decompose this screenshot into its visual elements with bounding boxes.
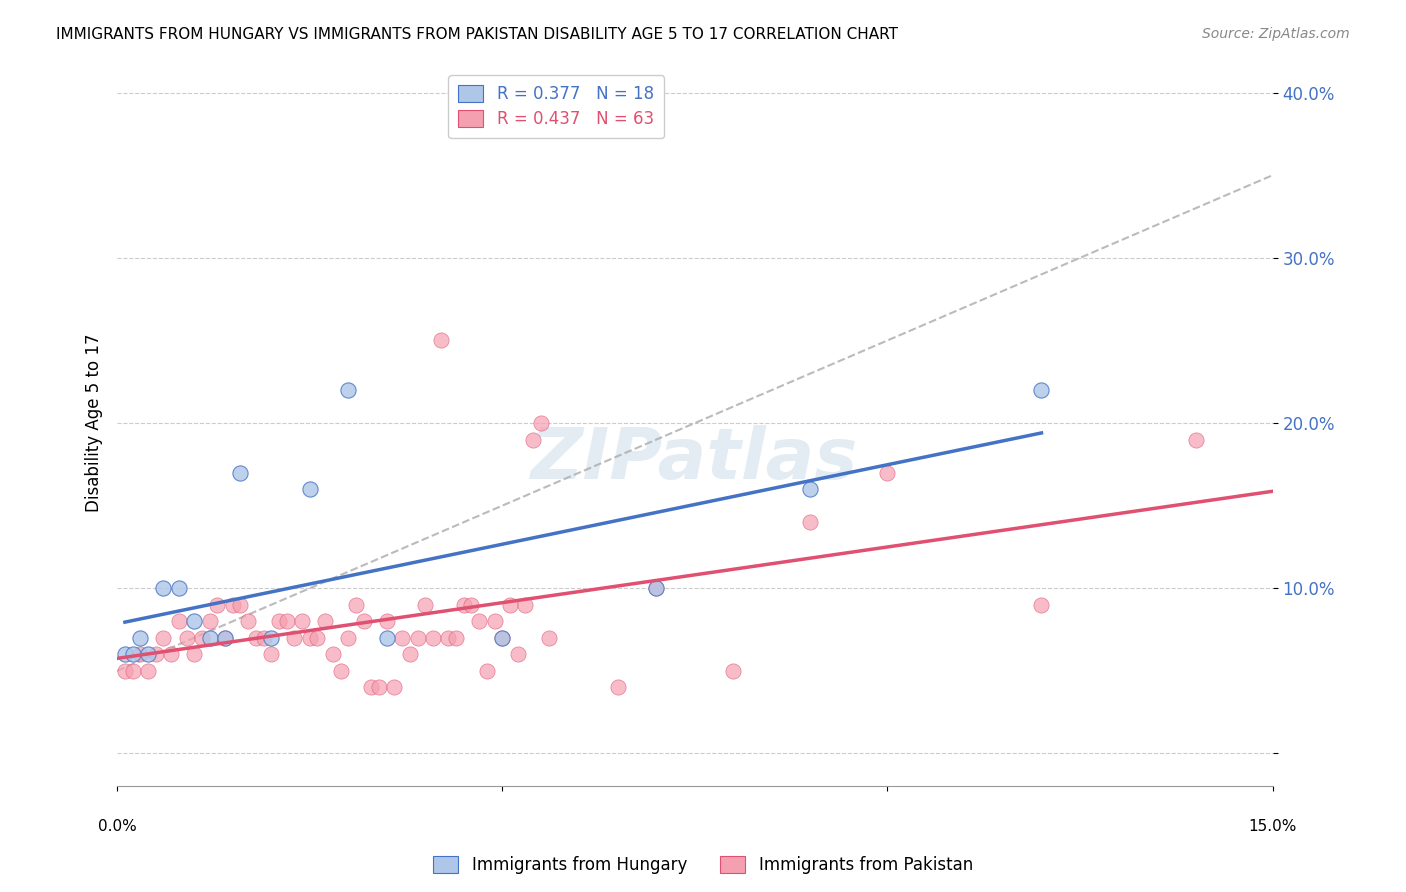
Point xyxy=(499,598,522,612)
Legend: Immigrants from Hungary, Immigrants from Pakistan: Immigrants from Hungary, Immigrants from… xyxy=(423,846,983,884)
Point xyxy=(176,631,198,645)
Point xyxy=(160,648,183,662)
Point xyxy=(252,631,274,645)
Point xyxy=(645,581,668,595)
Point xyxy=(260,631,283,645)
Point xyxy=(723,664,745,678)
Point xyxy=(276,615,298,629)
Point xyxy=(406,631,429,645)
Point xyxy=(329,664,352,678)
Point xyxy=(291,615,314,629)
Point xyxy=(314,615,336,629)
Point xyxy=(283,631,305,645)
Point xyxy=(129,648,152,662)
Point xyxy=(136,648,159,662)
Point xyxy=(229,598,252,612)
Point xyxy=(183,648,205,662)
Point xyxy=(375,631,398,645)
Point xyxy=(344,598,367,612)
Point xyxy=(515,598,537,612)
Point xyxy=(267,615,290,629)
Point xyxy=(468,615,491,629)
Point xyxy=(429,334,451,348)
Point xyxy=(437,631,460,645)
Point xyxy=(167,581,190,595)
Point xyxy=(136,664,159,678)
Point xyxy=(260,648,283,662)
Point xyxy=(368,681,391,695)
Point xyxy=(214,631,236,645)
Point xyxy=(298,631,321,645)
Point xyxy=(645,581,668,595)
Point xyxy=(413,598,436,612)
Point xyxy=(229,466,252,480)
Point xyxy=(422,631,444,645)
Legend: R = 0.377   N = 18, R = 0.437   N = 63: R = 0.377 N = 18, R = 0.437 N = 63 xyxy=(449,75,664,138)
Text: Source: ZipAtlas.com: Source: ZipAtlas.com xyxy=(1202,27,1350,41)
Point xyxy=(198,631,221,645)
Point xyxy=(222,598,245,612)
Point xyxy=(167,615,190,629)
Point xyxy=(152,581,174,595)
Point xyxy=(114,664,136,678)
Text: 15.0%: 15.0% xyxy=(1249,819,1296,834)
Point xyxy=(375,615,398,629)
Point xyxy=(152,631,174,645)
Point xyxy=(491,631,513,645)
Point xyxy=(353,615,375,629)
Point xyxy=(1031,598,1053,612)
Point xyxy=(298,482,321,496)
Point xyxy=(183,615,205,629)
Point xyxy=(236,615,259,629)
Point xyxy=(491,631,513,645)
Point xyxy=(484,615,506,629)
Point xyxy=(145,648,167,662)
Point xyxy=(198,615,221,629)
Point xyxy=(453,598,475,612)
Point xyxy=(391,631,413,645)
Point xyxy=(114,648,136,662)
Point xyxy=(307,631,329,645)
Point xyxy=(475,664,498,678)
Point xyxy=(530,416,553,430)
Point xyxy=(1184,433,1206,447)
Point xyxy=(522,433,544,447)
Point xyxy=(245,631,267,645)
Point xyxy=(606,681,628,695)
Text: ZIPatlas: ZIPatlas xyxy=(531,425,859,494)
Point xyxy=(360,681,382,695)
Point xyxy=(322,648,344,662)
Text: IMMIGRANTS FROM HUNGARY VS IMMIGRANTS FROM PAKISTAN DISABILITY AGE 5 TO 17 CORRE: IMMIGRANTS FROM HUNGARY VS IMMIGRANTS FR… xyxy=(56,27,898,42)
Point xyxy=(799,482,821,496)
Point xyxy=(1031,383,1053,397)
Point xyxy=(876,466,898,480)
Point xyxy=(214,631,236,645)
Point xyxy=(129,631,152,645)
Point xyxy=(537,631,560,645)
Text: 0.0%: 0.0% xyxy=(98,819,136,834)
Point xyxy=(121,664,143,678)
Point xyxy=(506,648,529,662)
Point xyxy=(460,598,482,612)
Point xyxy=(799,515,821,529)
Point xyxy=(399,648,422,662)
Point xyxy=(207,598,229,612)
Point xyxy=(337,631,360,645)
Point xyxy=(121,648,143,662)
Point xyxy=(444,631,467,645)
Point xyxy=(337,383,360,397)
Point xyxy=(384,681,406,695)
Point xyxy=(191,631,214,645)
Y-axis label: Disability Age 5 to 17: Disability Age 5 to 17 xyxy=(86,334,103,512)
